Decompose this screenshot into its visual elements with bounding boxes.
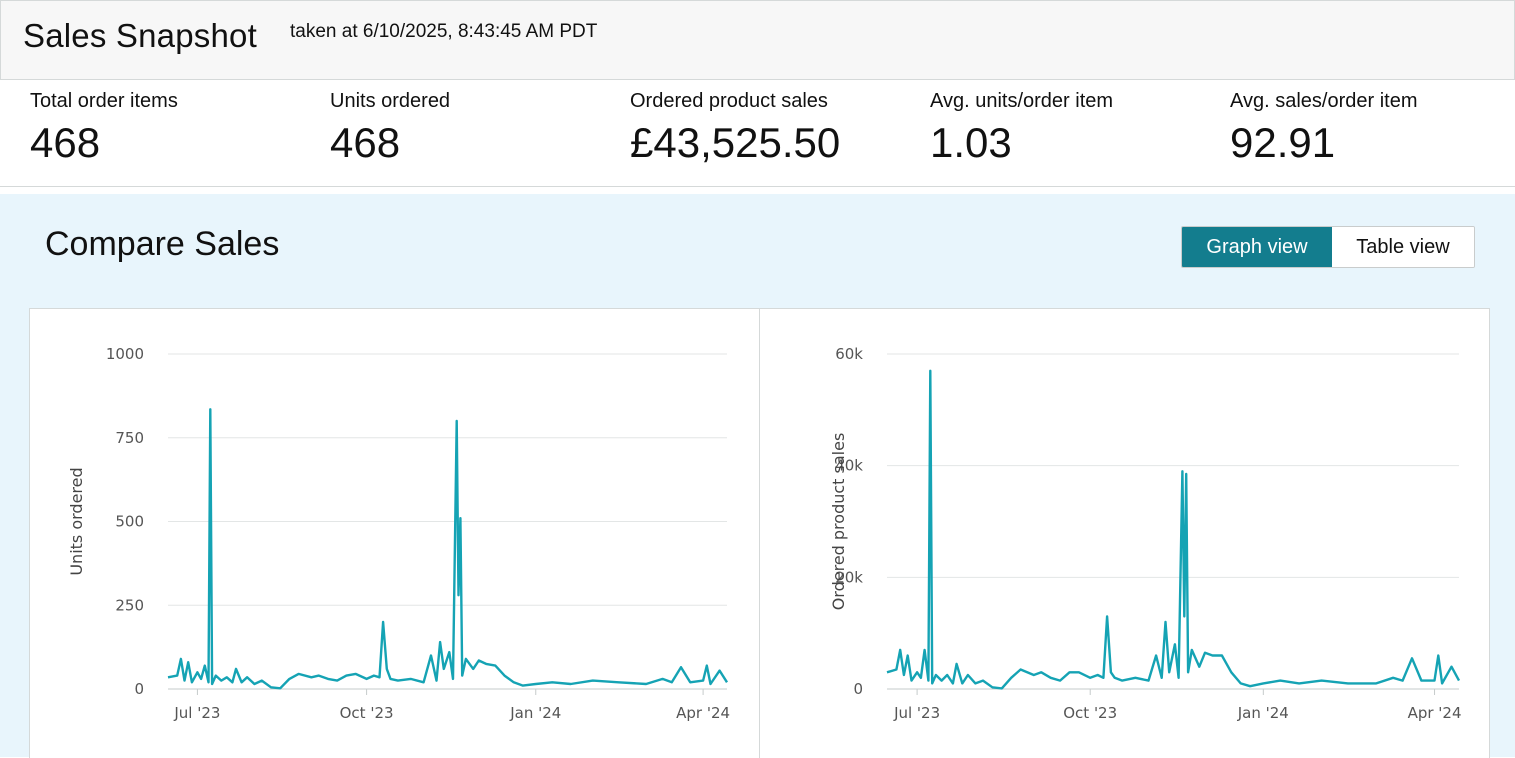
sales-snapshot-header: Sales Snapshot taken at 6/10/2025, 8:43:… <box>0 0 1515 80</box>
x-tick-label: Jul '23 <box>893 704 940 722</box>
metric-total-order-items: Total order items 468 <box>30 90 178 167</box>
compare-sales-title: Compare Sales <box>45 225 280 263</box>
metric-label: Avg. sales/order item <box>1230 90 1418 112</box>
x-tick-label: Apr '24 <box>676 704 730 722</box>
metric-label: Total order items <box>30 90 178 112</box>
series-line <box>167 408 729 690</box>
metric-value: 1.03 <box>930 119 1012 166</box>
y-tick-label: 40k <box>835 457 863 475</box>
ordered-product-sales-chart: 0 20k 40k 60k Jul '23 Oct '23 Jan '24 Apr '24 Or… <box>829 345 1462 722</box>
x-tick-label: Jan '24 <box>509 704 561 722</box>
metric-value: 468 <box>330 119 401 166</box>
snapshot-timestamp: taken at 6/10/2025, 8:43:45 AM PDT <box>290 21 598 42</box>
series-line <box>886 369 1461 690</box>
chart-divider <box>759 309 760 758</box>
compare-sales-section: Compare Sales Graph view Table view 0 250… <box>0 194 1515 758</box>
y-tick-label: 0 <box>134 680 144 698</box>
table-view-button[interactable]: Table view <box>1332 227 1474 267</box>
metric-avg-sales-per-order-item: Avg. sales/order item 92.91 <box>1230 90 1418 167</box>
y-tick-label: 0 <box>853 680 863 698</box>
metric-value: 92.91 <box>1230 119 1336 166</box>
metric-ordered-product-sales: Ordered product sales £43,525.50 <box>630 90 840 167</box>
metric-value: 468 <box>30 119 101 166</box>
x-tick-label: Oct '23 <box>1063 704 1117 722</box>
metric-label: Avg. units/order item <box>930 90 1114 112</box>
graph-view-button[interactable]: Graph view <box>1182 227 1332 267</box>
x-tick-label: Oct '23 <box>340 704 394 722</box>
x-tick-label: Jan '24 <box>1237 704 1289 722</box>
x-tick-label: Jul '23 <box>173 704 220 722</box>
metrics-bar: Total order items 468 Units ordered 468 … <box>0 80 1515 187</box>
metric-units-ordered: Units ordered 468 <box>330 90 450 167</box>
y-tick-label: 250 <box>115 596 144 614</box>
metric-value: £43,525.50 <box>630 119 841 166</box>
units-ordered-chart: 0 250 500 750 1000 Jul '23 Oct '23 Jan '24 Apr '… <box>67 345 730 722</box>
view-toggle: Graph view Table view <box>1181 226 1475 268</box>
y-tick-label: 750 <box>115 429 144 447</box>
y-tick-label: 60k <box>835 345 863 363</box>
metric-label: Units ordered <box>330 90 451 112</box>
y-tick-label: 500 <box>115 513 144 531</box>
metric-avg-units-per-order-item: Avg. units/order item 1.03 <box>930 90 1113 167</box>
x-tick-label: Apr '24 <box>1408 704 1462 722</box>
y-tick-label: 20k <box>835 568 863 586</box>
metric-label: Ordered product sales <box>630 90 828 112</box>
charts-card: 0 250 500 750 1000 Jul '23 Oct '23 Jan '24 Apr '… <box>29 308 1490 758</box>
y-axis-title: Ordered product sales <box>829 433 848 611</box>
y-tick-label: 1000 <box>106 345 144 363</box>
y-axis-title: Units ordered <box>67 467 86 575</box>
snapshot-title: Sales Snapshot <box>23 17 257 54</box>
